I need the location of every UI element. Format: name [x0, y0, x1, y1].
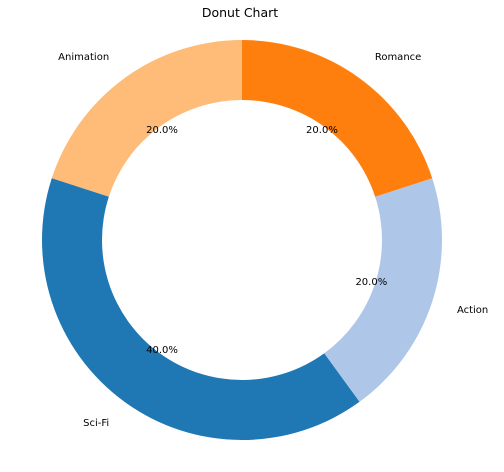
percent-label-animation: 20.0% — [146, 125, 178, 136]
percent-label-action: 20.0% — [355, 277, 387, 288]
category-label-action: Action — [457, 305, 488, 316]
percent-labels: 20.0% 40.0% 20.0% 20.0% — [146, 125, 387, 356]
slice-action — [324, 178, 442, 402]
category-labels: Animation Sci-Fi Action Romance — [58, 52, 488, 429]
category-label-sci-fi: Sci-Fi — [83, 418, 109, 429]
category-label-romance: Romance — [375, 52, 421, 63]
percent-label-romance: 20.0% — [306, 125, 338, 136]
category-label-animation: Animation — [58, 52, 109, 63]
donut-slices — [41, 40, 442, 440]
slice-animation — [51, 40, 242, 197]
slice-sci-fi — [41, 178, 360, 440]
percent-label-sci-fi: 40.0% — [146, 345, 178, 356]
chart-title: Donut Chart — [202, 5, 278, 20]
slice-romance — [242, 40, 433, 197]
